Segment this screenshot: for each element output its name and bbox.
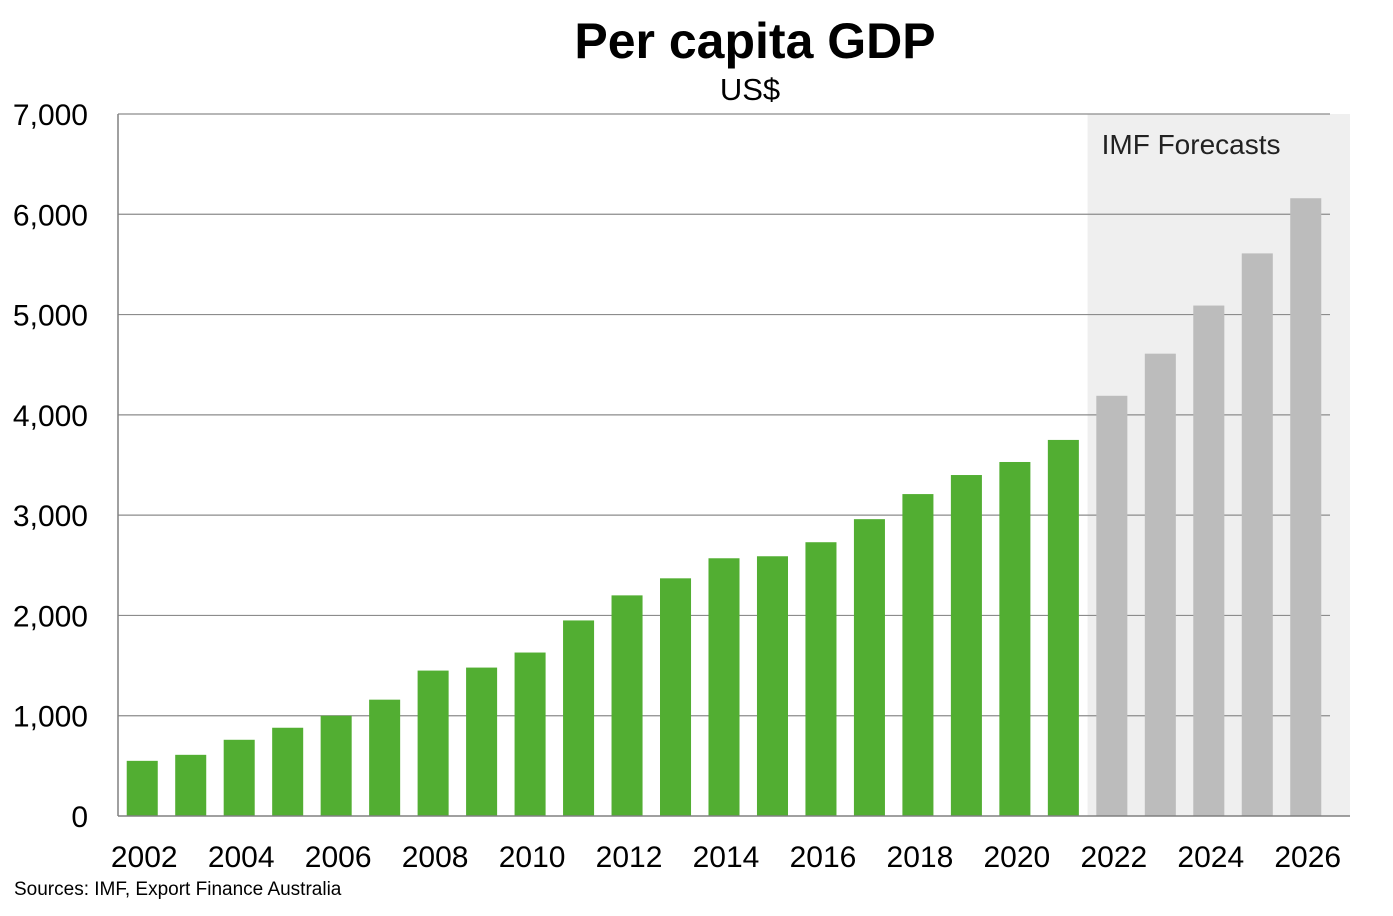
bar-2025 bbox=[1241, 253, 1273, 816]
x-tick-label: 2024 bbox=[1177, 841, 1244, 874]
x-tick-label: 2012 bbox=[596, 841, 663, 874]
bars bbox=[126, 198, 1322, 817]
x-tick-label: 2026 bbox=[1274, 841, 1341, 874]
bar-2013 bbox=[660, 578, 692, 816]
x-tick-label: 2018 bbox=[887, 841, 954, 874]
bar-2017 bbox=[853, 519, 885, 816]
bar-2008 bbox=[417, 670, 449, 816]
bar-2014 bbox=[708, 558, 740, 816]
x-tick-label: 2008 bbox=[402, 841, 469, 874]
bar-2012 bbox=[611, 595, 643, 816]
bar-2015 bbox=[756, 556, 788, 816]
y-tick-label: 1,000 bbox=[13, 701, 88, 734]
chart-subtitle: US$ bbox=[720, 72, 780, 107]
y-tick-label: 6,000 bbox=[13, 199, 88, 232]
bar-2022 bbox=[1096, 395, 1128, 816]
source-note: Sources: IMF, Export Finance Australia bbox=[14, 879, 342, 900]
bar-2009 bbox=[466, 667, 498, 816]
bar-2019 bbox=[950, 475, 982, 816]
x-tick-label: 2016 bbox=[790, 841, 857, 874]
bar-2021 bbox=[1047, 439, 1079, 816]
bar-2020 bbox=[999, 461, 1031, 816]
forecast-annotation: IMF Forecasts bbox=[1102, 129, 1281, 160]
x-tick-label: 2010 bbox=[499, 841, 566, 874]
y-tick-label: 7,000 bbox=[13, 99, 88, 132]
y-tick-label: 0 bbox=[71, 801, 88, 834]
bar-2004 bbox=[223, 739, 255, 816]
bar-2005 bbox=[272, 727, 304, 816]
y-tick-label: 2,000 bbox=[13, 600, 88, 633]
bar-2003 bbox=[175, 754, 207, 816]
bar-2011 bbox=[563, 620, 595, 816]
y-tick-label: 5,000 bbox=[13, 300, 88, 333]
bar-2016 bbox=[805, 542, 837, 816]
x-tick-label: 2014 bbox=[693, 841, 760, 874]
bar-2010 bbox=[514, 652, 546, 816]
y-tick-label: 3,000 bbox=[13, 500, 88, 533]
bar-2023 bbox=[1144, 353, 1176, 816]
chart-title: Per capita GDP bbox=[574, 13, 935, 69]
y-tick-label: 4,000 bbox=[13, 400, 88, 433]
bar-2007 bbox=[369, 699, 401, 816]
x-tick-label: 2002 bbox=[111, 841, 178, 874]
x-tick-labels: 2002 2004 2006 2008 2010 2012 2014 2016 2018 2020… bbox=[111, 841, 1341, 874]
bar-2018 bbox=[902, 494, 934, 816]
plot-area: 0 1,000 2,000 3,000 4,000 5,000 6,000 7,000 200… bbox=[13, 99, 1350, 874]
x-tick-label: 2004 bbox=[208, 841, 275, 874]
bar-2024 bbox=[1193, 305, 1225, 816]
bar-2006 bbox=[320, 715, 352, 816]
x-tick-label: 2022 bbox=[1080, 841, 1147, 874]
bar-2026 bbox=[1290, 198, 1322, 817]
x-tick-label: 2006 bbox=[305, 841, 372, 874]
x-tick-label: 2020 bbox=[984, 841, 1051, 874]
bar-2002 bbox=[126, 760, 158, 816]
y-tick-labels: 0 1,000 2,000 3,000 4,000 5,000 6,000 7,000 bbox=[13, 99, 88, 834]
